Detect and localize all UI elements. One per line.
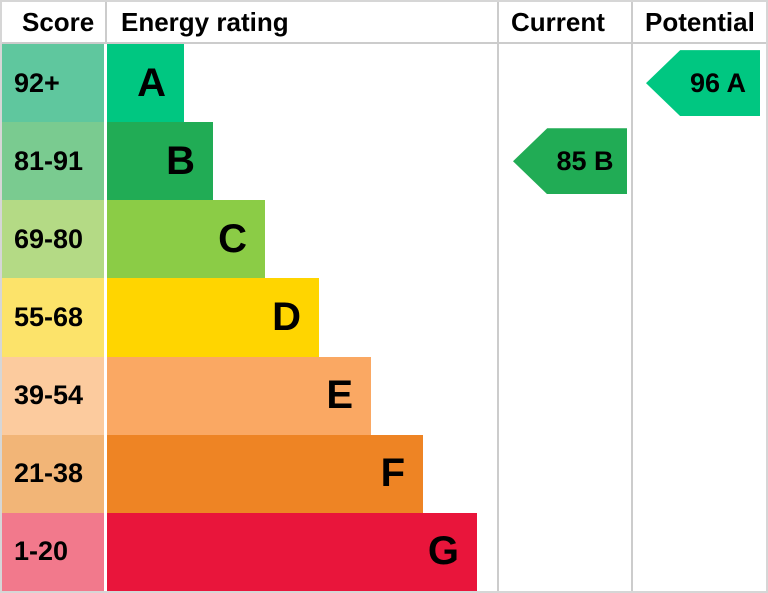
band-row-f: 21-38 F xyxy=(2,434,766,513)
band-row-a: 92+ A xyxy=(2,44,766,123)
score-cell-e: 39-54 xyxy=(2,356,104,435)
column-divider-current xyxy=(497,44,499,591)
rating-bar-e: E xyxy=(107,356,371,435)
rating-letter-d: D xyxy=(272,294,301,339)
score-cell-a: 92+ xyxy=(2,44,104,123)
chart-body: 85 B 96 A 92+ A 81-91 B 69-80 C 55-68 D 39-54 E 21… xyxy=(2,44,766,591)
header-potential-label: Potential xyxy=(631,2,766,42)
band-row-e: 39-54 E xyxy=(2,356,766,435)
rating-bar-a: A xyxy=(107,44,184,123)
rating-letter-c: C xyxy=(218,216,247,261)
header-current-label: Current xyxy=(497,2,631,42)
rating-bar-c: C xyxy=(107,200,265,279)
score-cell-c: 69-80 xyxy=(2,200,104,279)
rating-bar-b: B xyxy=(107,122,213,201)
header-score-label: Score xyxy=(22,6,95,37)
potential-rating-label: 96 A xyxy=(689,67,747,98)
rating-letter-e: E xyxy=(326,373,353,418)
current-rating-label: 85 B xyxy=(556,145,614,176)
rating-bar-d: D xyxy=(107,278,319,357)
rating-letter-b: B xyxy=(166,138,195,183)
chart-header: Score Energy rating Current Potential xyxy=(2,2,766,44)
rating-letter-f: F xyxy=(380,451,405,496)
score-cell-f: 21-38 xyxy=(2,434,104,513)
rating-bar-g: G xyxy=(107,512,477,591)
band-row-g: 1-20 G xyxy=(2,512,766,591)
score-cell-d: 55-68 xyxy=(2,278,104,357)
score-cell-g: 1-20 xyxy=(2,512,104,591)
band-row-b: 81-91 B xyxy=(2,122,766,201)
rating-letter-a: A xyxy=(137,60,166,105)
rating-letter-g: G xyxy=(427,529,459,574)
column-divider-potential xyxy=(631,44,633,591)
rating-bar-f: F xyxy=(107,434,423,513)
score-cell-b: 81-91 xyxy=(2,122,104,201)
band-row-d: 55-68 D xyxy=(2,278,766,357)
header-energy-rating-label: Energy rating xyxy=(105,2,497,42)
band-row-c: 69-80 C xyxy=(2,200,766,279)
potential-rating-arrow: 96 A xyxy=(646,50,760,117)
